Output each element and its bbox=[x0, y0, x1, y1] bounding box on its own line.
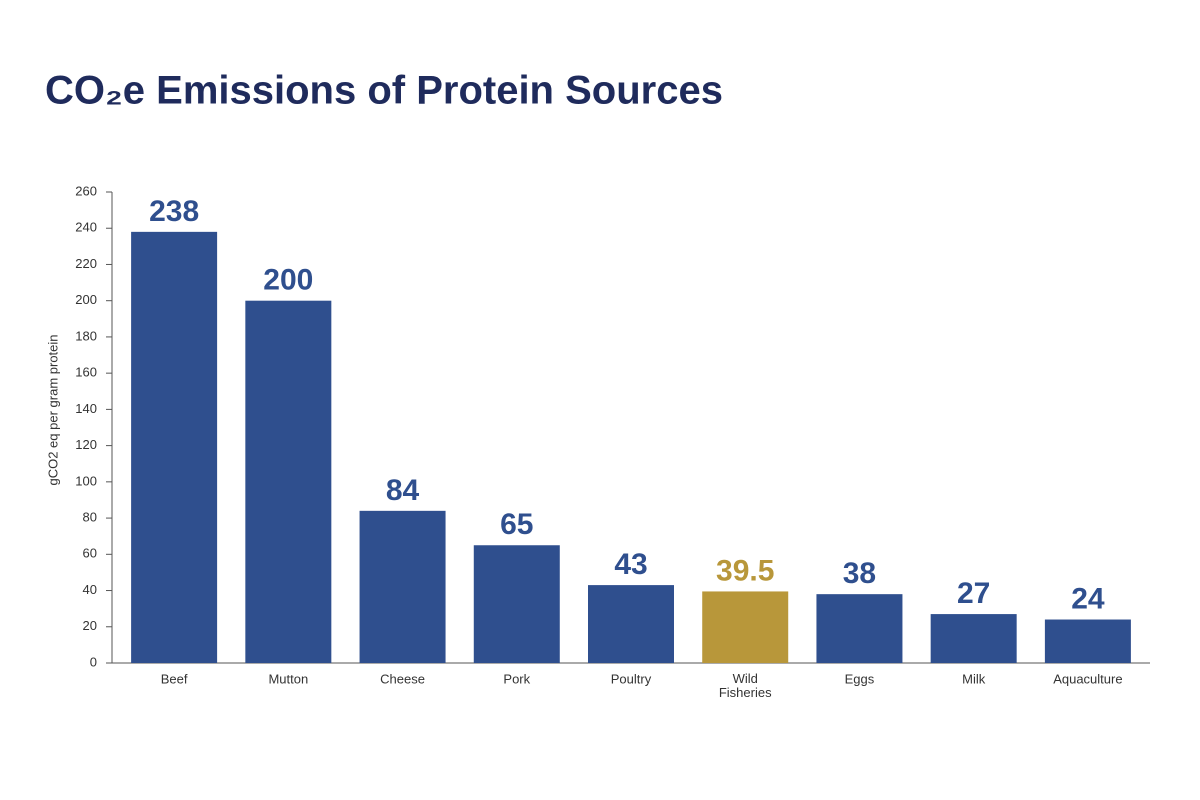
value-label: 38 bbox=[843, 557, 876, 590]
y-tick-label: 240 bbox=[75, 220, 97, 235]
y-tick-label: 100 bbox=[75, 473, 97, 488]
y-tick-label: 120 bbox=[75, 437, 97, 452]
bar bbox=[359, 510, 446, 663]
value-label: 24 bbox=[1071, 582, 1105, 615]
value-label: 84 bbox=[386, 474, 420, 507]
y-tick-label: 0 bbox=[90, 654, 97, 669]
y-tick-label: 220 bbox=[75, 256, 97, 271]
x-tick-label: Beef bbox=[161, 671, 188, 686]
value-label: 27 bbox=[957, 577, 990, 610]
value-label: 43 bbox=[614, 548, 647, 581]
bar bbox=[1044, 619, 1131, 663]
bar bbox=[131, 231, 218, 663]
bar bbox=[930, 614, 1017, 663]
y-tick-label: 200 bbox=[75, 292, 97, 307]
value-label: 65 bbox=[500, 508, 533, 541]
bar bbox=[245, 300, 332, 663]
x-tick-label: Wild Fisheries bbox=[719, 671, 772, 700]
x-tick-label: Pork bbox=[503, 671, 530, 686]
y-tick-label: 40 bbox=[83, 582, 97, 597]
value-label: 238 bbox=[149, 195, 199, 228]
x-tick-label: Aquaculture bbox=[1053, 671, 1122, 686]
x-tick-label: Mutton bbox=[268, 671, 308, 686]
y-axis-label: gCO2 eq per gram protein bbox=[45, 334, 60, 485]
y-tick-label: 140 bbox=[75, 401, 97, 416]
bar bbox=[473, 545, 560, 663]
y-tick-label: 60 bbox=[83, 546, 97, 561]
y-tick-label: 160 bbox=[75, 365, 97, 380]
x-tick-label: Eggs bbox=[845, 671, 875, 686]
x-tick-label: Milk bbox=[962, 671, 986, 686]
y-tick-label: 260 bbox=[75, 183, 97, 198]
bar bbox=[702, 591, 789, 663]
y-tick-label: 180 bbox=[75, 328, 97, 343]
value-label: 39.5 bbox=[716, 554, 774, 587]
y-tick-label: 20 bbox=[83, 618, 97, 633]
x-tick-label: Cheese bbox=[380, 671, 425, 686]
bar bbox=[816, 594, 903, 663]
chart-title: CO₂e Emissions of Protein Sources bbox=[45, 69, 723, 113]
bar bbox=[588, 585, 674, 663]
y-tick-label: 80 bbox=[83, 510, 97, 525]
value-label: 200 bbox=[263, 264, 313, 297]
x-tick-label: Poultry bbox=[611, 671, 652, 686]
